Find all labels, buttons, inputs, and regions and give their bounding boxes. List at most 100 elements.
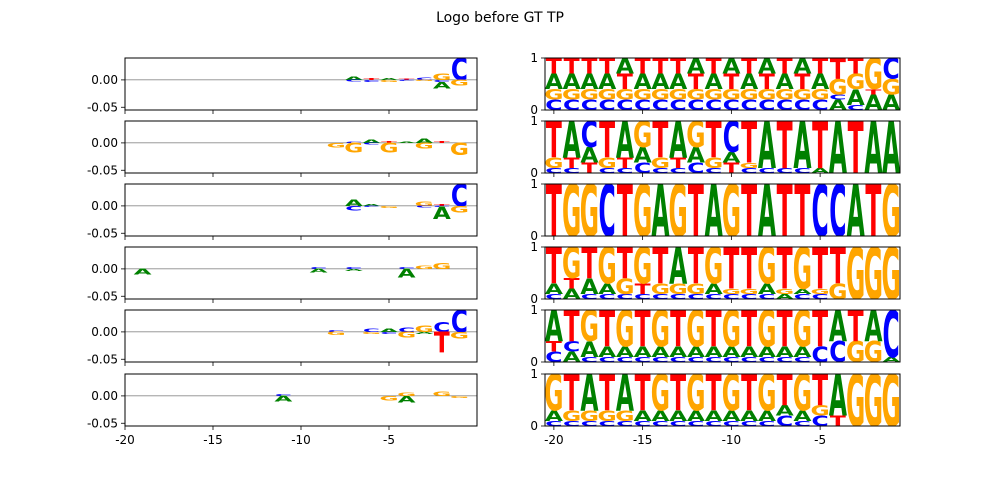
logo-letter-C: C (545, 97, 562, 114)
logo-letter-G: G (344, 141, 363, 157)
logo-letter-T: T (581, 160, 598, 177)
logo-letter-G: G (740, 86, 759, 103)
logo-letter-C: C (433, 79, 450, 82)
logo-letter-C: C (634, 97, 651, 114)
logo-letter-C: C (345, 79, 362, 82)
logo-letter-A: A (811, 70, 830, 95)
y-tick-label: 1 (530, 51, 538, 65)
logo-letter-C: C (581, 115, 598, 156)
y-tick-label: 0 (530, 229, 538, 243)
logo-letter-C: C (758, 356, 775, 364)
logo-letter-A: A (380, 78, 398, 81)
logo-letter-C: C (345, 266, 362, 269)
logo-letter-T: T (794, 70, 811, 95)
logo-letter-T: T (599, 55, 616, 80)
logo-letter-T: T (777, 238, 793, 303)
logo-letter-G: G (846, 360, 865, 443)
logo-letter-A: A (634, 408, 652, 425)
logo-letter-C: C (581, 356, 598, 364)
logo-letter-A: A (740, 344, 758, 361)
y-tick-label: 0.00 (91, 73, 118, 87)
logo-letter-A: A (398, 267, 417, 281)
logo-letter-T: T (848, 303, 864, 353)
logo-letter-T: T (564, 366, 580, 424)
logo-letter-C: C (670, 167, 687, 175)
logo-letter-T: T (434, 204, 451, 207)
logo-letter-T: T (812, 109, 828, 183)
logo-letter-G: G (811, 288, 830, 296)
logo-letter-T: T (635, 302, 651, 360)
logo-letter-T: T (830, 54, 846, 87)
axes-frame (544, 57, 901, 111)
logo-letter-A: A (362, 139, 380, 144)
logo-letter-C: C (345, 205, 362, 212)
logo-letter-A: A (415, 331, 433, 334)
logo-letter-A: A (598, 344, 616, 361)
logo-letter-G: G (450, 205, 469, 215)
logo-letter-T: T (688, 170, 704, 253)
logo-letter-G: G (615, 275, 634, 300)
logo-letter-G: G (740, 162, 759, 170)
x-tick-label: -5 (383, 433, 395, 447)
logo-letter-G: G (686, 115, 705, 156)
logo-letter-A: A (669, 408, 687, 425)
y-tick-label: 1 (530, 177, 538, 191)
logo-letter-C: C (687, 420, 704, 428)
logo-letter-G: G (397, 331, 416, 340)
logo-letter-G: G (828, 75, 847, 100)
y-tick-label: 0 (530, 292, 538, 306)
logo-letter-T: T (706, 113, 722, 171)
logo-letter-C: C (616, 356, 633, 364)
logo-letter-C: C (652, 293, 669, 301)
x-tick-label: -20 (115, 433, 135, 447)
logo-letter-T: T (546, 55, 563, 80)
logo-letter-G: G (882, 360, 901, 443)
letter-stack-group: CTAACTCAGCATCAGCATCAGCATCAGCATCAGCATCAGC… (545, 302, 901, 364)
y-tick-label: -0.05 (87, 100, 118, 114)
logo-letter-C: C (652, 97, 669, 114)
logo-letter-T: T (599, 113, 615, 171)
logo-letter-T: T (564, 55, 581, 80)
logo-letter-G: G (562, 408, 581, 425)
y-tick-label: 1 (530, 367, 538, 381)
logo-letter-G: G (562, 170, 581, 253)
logo-letter-A: A (882, 356, 901, 364)
logo-letter-G: G (811, 402, 830, 419)
logo-letter-A: A (776, 344, 794, 361)
logo-letter-T: T (741, 238, 757, 303)
logo-letter-C: C (545, 293, 562, 301)
logo-letter-G: G (864, 233, 883, 316)
logo-letter-C: C (812, 97, 829, 114)
logo-letter-A: A (651, 170, 669, 253)
logo-letter-G: G (846, 233, 865, 316)
logo-letter-G: G (669, 170, 688, 253)
logo-letter-C: C (599, 97, 616, 114)
logo-letter-A: A (776, 402, 794, 419)
logo-letter-A: A (864, 303, 882, 353)
logo-letter-G: G (793, 302, 812, 360)
logo-letter-T: T (723, 70, 740, 95)
logo-letter-G: G (544, 86, 563, 103)
logo-letter-T: T (434, 141, 451, 144)
logo-letter-C: C (581, 293, 598, 301)
logo-letter-T: T (848, 55, 865, 80)
logo-letter-C: C (812, 293, 829, 301)
logo-letter-T: T (812, 367, 828, 417)
logo-letter-A: A (705, 408, 723, 425)
logo-letter-C: C (345, 142, 362, 144)
logo-letter-T: T (581, 240, 597, 290)
logo-letter-T: T (546, 239, 562, 297)
logo-letter-A: A (634, 344, 652, 361)
logo-letter-C: C (652, 356, 669, 364)
logo-letter-A: A (310, 268, 328, 274)
logo-letter-C: C (794, 167, 811, 175)
logo-letter-G: G (415, 265, 434, 270)
logo-letter-G: G (757, 239, 776, 297)
logo-letter-A: A (433, 203, 451, 223)
logo-letter-G: G (327, 142, 346, 149)
logo-letter-A: A (829, 303, 847, 353)
